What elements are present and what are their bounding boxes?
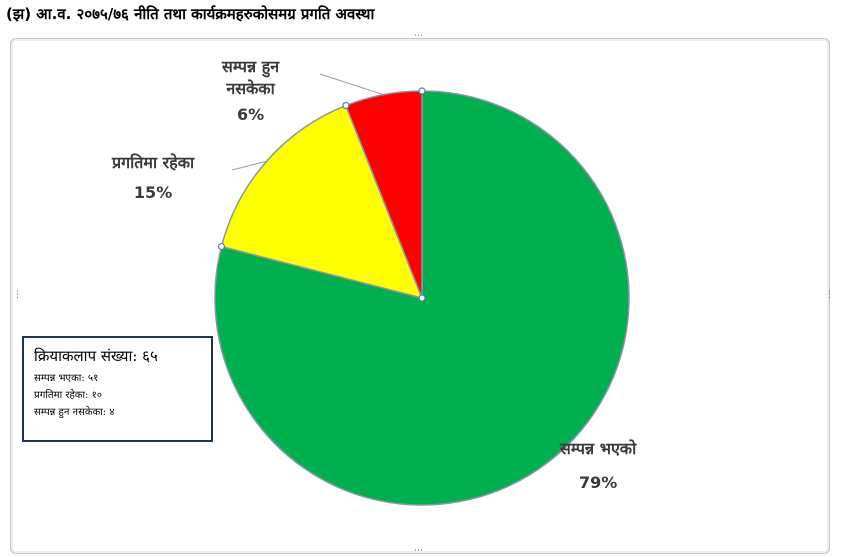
resize-handle-left[interactable]: ⋮	[13, 290, 22, 300]
selection-handle[interactable]	[217, 242, 226, 251]
selection-handle[interactable]	[342, 101, 350, 110]
slice-value-text: 79%	[578, 473, 618, 492]
slice-value-text: 6%	[236, 105, 265, 124]
slice-value-text: 15%	[133, 183, 173, 202]
leader-line-in-progress	[231, 160, 267, 171]
summary-title: क्रियाकलाप संख्या: ६५	[34, 347, 158, 365]
resize-handle-right[interactable]: ⋮	[825, 290, 834, 300]
slice-label-text: सम्पन्न हुन	[222, 57, 280, 76]
selection-handle[interactable]	[418, 87, 426, 95]
chart-frame[interactable]	[10, 38, 830, 554]
slice-label-text: नसकेका	[226, 79, 275, 98]
selection-handles	[217, 87, 426, 302]
selection-handle[interactable]	[418, 294, 426, 302]
slice-label-completed: सम्पन्न भएको 79%	[560, 438, 636, 494]
slice-label-text: प्रगतिमा रहेका	[112, 153, 195, 172]
summary-row: प्रगतिमा रहेका: १०	[34, 390, 102, 401]
summary-row: सम्पन्न भएका: ५१	[34, 373, 99, 384]
page-title: (झ) आ.व. २०७५/७६ नीति तथा कार्यक्रमहरुको…	[6, 5, 375, 23]
pie-slice-in-progress[interactable]	[220, 104, 424, 300]
slice-label-not-completed: सम्पन्न हुन नसकेका 6%	[222, 56, 279, 126]
leader-lines	[231, 73, 384, 171]
resize-handle-bottom[interactable]: ⋯	[414, 546, 423, 556]
summary-box: क्रियाकलाप संख्या: ६५ सम्पन्न भएका: ५१ प…	[22, 336, 213, 442]
leader-line-not-completed	[319, 73, 384, 96]
slice-label-text: सम्पन्न भएको	[560, 439, 637, 458]
slice-label-in-progress: प्रगतिमा रहेका 15%	[112, 152, 194, 204]
resize-handle-top[interactable]: ⋯	[414, 31, 423, 41]
summary-row: सम्पन्न हुन नसकेका: ४	[34, 407, 115, 418]
